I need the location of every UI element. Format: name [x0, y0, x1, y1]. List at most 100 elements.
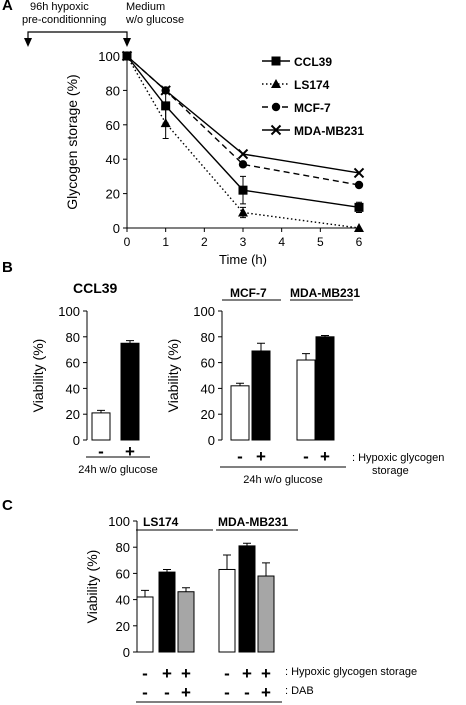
- data-point-mdamb231: [237, 148, 249, 160]
- c-condition-sign: +: [261, 683, 271, 702]
- b-left-y-tick-label: 20: [66, 407, 80, 422]
- a-x-tick-label: 6: [356, 235, 363, 249]
- panel-label-a: A: [2, 0, 13, 14]
- legend-marker-ls174: [271, 79, 281, 88]
- b-right-condition-sign: -: [237, 447, 243, 466]
- legend-marker-mcf7: [271, 102, 281, 112]
- c-y-tick-label: 20: [116, 619, 130, 634]
- panel-label-b: B: [2, 259, 13, 276]
- c-y-axis-label: Viability (%): [84, 550, 100, 624]
- b-right-y-tick-label: 60: [201, 356, 215, 371]
- legend-label-mdamb231: MDA-MB231: [294, 124, 364, 138]
- b-right-condition-sign: -: [303, 447, 309, 466]
- foot-label-left: 24h w/o glucose: [78, 464, 158, 476]
- c-condition-sign: -: [224, 683, 230, 702]
- b-right-y-tick-label: 0: [208, 433, 215, 448]
- data-point-ccl39: [354, 202, 364, 212]
- b-left-y-axis-label: Viability (%): [30, 339, 46, 413]
- b-right-error-bar: [257, 342, 265, 351]
- panel-a: A 96h hypoxic pre-conditionning Medium w…: [2, 0, 364, 267]
- b-left-condition-sign: +: [125, 442, 135, 461]
- b-left-error-bar: [126, 340, 134, 344]
- hypoxic-label-line1: : Hypoxic glycogen: [352, 452, 444, 464]
- row1-label: : Hypoxic glycogen storage: [285, 666, 417, 678]
- c-condition-sign: +: [181, 664, 191, 683]
- b-right-error-bar: [321, 335, 329, 337]
- b-left-y-tick-label: 80: [66, 330, 80, 345]
- data-point-ccl39: [161, 101, 171, 111]
- b-right-bar: [251, 350, 271, 441]
- legend-label-ccl39: CCL39: [294, 55, 332, 69]
- c-y-tick-label: 60: [116, 566, 130, 581]
- c-condition-sign: -: [244, 683, 250, 702]
- b-left-y-tick-label: 40: [66, 381, 80, 396]
- row2-label: : DAB: [285, 685, 314, 697]
- b-right-y-axis-label: Viability (%): [165, 339, 181, 413]
- b-left-bar: [91, 412, 111, 441]
- data-point-ccl39: [238, 185, 248, 195]
- series-line-ccl39: [126, 55, 360, 209]
- c-y-tick-label: 80: [116, 540, 130, 555]
- b-right-y-tick-label: 20: [201, 407, 215, 422]
- b-right-error-bar: [302, 353, 310, 361]
- c-condition-sign: +: [181, 683, 191, 702]
- c-error-bar: [141, 589, 149, 597]
- c-error-bar: [243, 542, 251, 546]
- a-x-tick-label: 5: [317, 235, 324, 249]
- c-condition-sign: +: [242, 664, 252, 683]
- c-error-bar: [163, 568, 171, 573]
- b-right-y-tick-label: 100: [193, 304, 215, 319]
- bracket-arrow-left: [24, 38, 32, 47]
- c-condition-sign: -: [142, 664, 148, 683]
- data-point-mcf7: [238, 160, 248, 169]
- series-line-mdamb231: [126, 55, 360, 174]
- c-bar: [218, 568, 236, 653]
- b-left-y-tick-label: 100: [58, 304, 80, 319]
- c-bar: [238, 545, 256, 653]
- b-right-bar: [296, 359, 316, 441]
- c-error-bar: [182, 587, 190, 592]
- c-error-bar: [262, 562, 270, 577]
- b-right-condition-sign: +: [320, 447, 330, 466]
- legend-marker-mdamb231: [270, 124, 282, 136]
- header-medium-line2: w/o glucose: [125, 14, 184, 26]
- a-y-tick-label: 60: [106, 118, 120, 133]
- c-y-tick-label: 100: [108, 514, 130, 529]
- b-left-bar: [120, 342, 140, 441]
- b-left-condition-sign: -: [98, 442, 104, 461]
- b-right-y-tick-label: 40: [201, 381, 215, 396]
- b-left-y-tick-label: 0: [73, 433, 80, 448]
- a-y-tick-label: 0: [113, 221, 120, 236]
- hypoxic-label-line2: storage: [372, 465, 409, 477]
- b-right-y-tick-label: 80: [201, 330, 215, 345]
- c-condition-sign: +: [162, 664, 172, 683]
- group-label-mdamb231: MDA-MB231: [290, 286, 360, 300]
- b-left-y-tick-label: 60: [66, 356, 80, 371]
- b-right-error-bar: [236, 382, 244, 386]
- c-bar: [257, 575, 275, 653]
- legend-label-mcf7: MCF-7: [294, 101, 331, 115]
- a-x-tick-label: 0: [124, 235, 131, 249]
- data-point-mdamb231: [353, 167, 365, 179]
- c-y-tick-label: 0: [123, 645, 130, 660]
- c-condition-sign: -: [142, 683, 148, 702]
- data-point-ls174: [354, 223, 364, 232]
- legend-label-ls174: LS174: [294, 78, 330, 92]
- header-hypoxic-line2: pre-conditionning: [22, 14, 106, 26]
- c-error-bar: [223, 554, 231, 570]
- series-line-ls174: [126, 55, 360, 229]
- panel-label-c: C: [2, 497, 13, 514]
- a-y-tick-label: 100: [98, 49, 120, 64]
- a-x-tick-label: 1: [162, 235, 169, 249]
- b-right-bar: [230, 385, 250, 441]
- bar-chart-ccl39: 0 20 40 60 80 100 Viability (%) - +: [30, 304, 140, 461]
- data-point-ls174: [160, 118, 171, 128]
- b-right-condition-sign: +: [256, 447, 266, 466]
- data-point-mdamb231: [121, 50, 133, 62]
- c-condition-sign: -: [224, 664, 230, 683]
- preconditioning-bracket: [27, 31, 128, 40]
- a-x-tick-label: 2: [201, 235, 208, 249]
- c-y-tick-label: 40: [116, 593, 130, 608]
